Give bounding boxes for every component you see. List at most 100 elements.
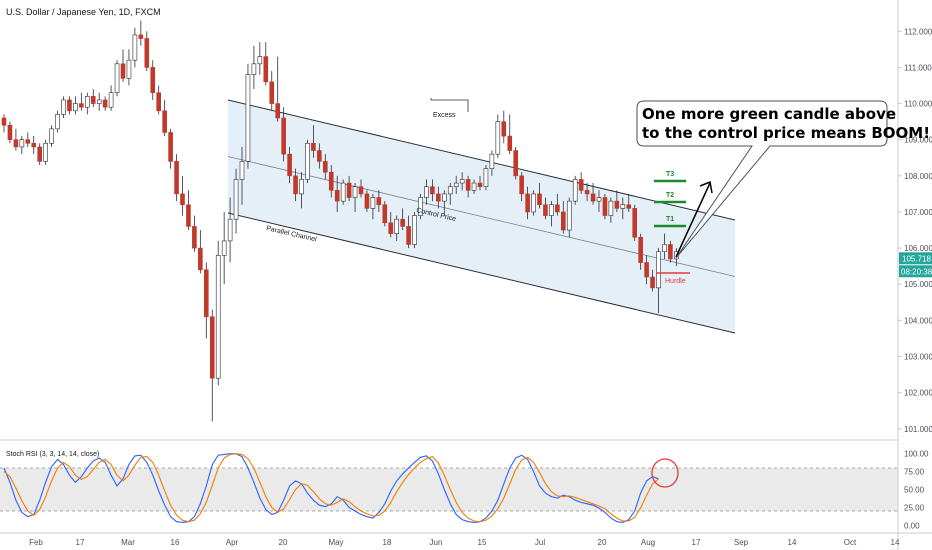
candle-down xyxy=(79,103,84,108)
candle-up xyxy=(257,56,263,65)
stoch-d-line xyxy=(3,453,659,523)
stoch-tick-label: 0.00 xyxy=(904,521,920,530)
candle-down xyxy=(150,67,156,94)
candle-down xyxy=(638,236,643,263)
candle-down xyxy=(644,262,649,278)
candle-up xyxy=(412,215,417,245)
callout-line-2: to the control price means BOOM! xyxy=(642,124,930,142)
candle-down xyxy=(543,204,548,216)
candle-down xyxy=(317,150,322,162)
candle-up xyxy=(418,197,423,216)
time-tick-label: 17 xyxy=(692,538,701,547)
candle-up xyxy=(233,179,239,220)
price-tick-label: 108.000 xyxy=(904,172,932,181)
candle-up xyxy=(126,59,132,79)
candle-down xyxy=(204,269,209,318)
callout-line-1: One more green candle above xyxy=(642,105,896,123)
candle-down xyxy=(311,143,316,151)
candle-down xyxy=(37,146,43,162)
candle-down xyxy=(334,189,340,202)
candle-up xyxy=(85,96,90,108)
callout-box xyxy=(636,100,888,259)
hurdle-label: Hurdle xyxy=(665,278,686,285)
stoch-highlight-circle xyxy=(651,458,679,488)
candle-up xyxy=(239,161,245,180)
candle-up xyxy=(441,193,447,202)
candle-down xyxy=(376,197,382,206)
target-t2-label: T2 xyxy=(666,192,674,199)
price-tick-label: 109.000 xyxy=(904,136,932,145)
time-tick-label: Sep xyxy=(734,538,749,547)
candle-down xyxy=(322,161,328,173)
candle-up xyxy=(215,255,221,379)
time-tick-label: Jul xyxy=(535,538,545,547)
candle-up xyxy=(489,153,495,169)
candle-down xyxy=(477,182,483,187)
candle-up xyxy=(132,34,138,61)
candle-up xyxy=(531,193,536,213)
price-tick-label: 110.000 xyxy=(904,100,932,109)
stoch-tick-label: 25.00 xyxy=(904,503,925,512)
candle-up xyxy=(251,63,257,75)
time-tick-label: Feb xyxy=(29,538,43,547)
time-tick-label: Jun xyxy=(430,538,443,547)
candle-up xyxy=(227,218,233,242)
price-tick-label: 101.000 xyxy=(904,425,932,434)
time-tick-label: 18 xyxy=(383,538,392,547)
price-tick-label: 112.000 xyxy=(904,27,932,36)
candle-down xyxy=(668,244,673,260)
stoch-k-line xyxy=(3,453,659,523)
candle-up xyxy=(108,92,114,108)
indicator-label[interactable]: Stoch RSI (3, 3, 14, 14, close) xyxy=(6,451,99,458)
candle-down xyxy=(346,182,352,198)
candle-down xyxy=(614,200,620,209)
stoch-band xyxy=(0,468,898,511)
time-axis-ticks: Feb 17 Mar 16 Apr 20 May 18 Jun 15 Jul 20 Aug 17 Sep 14… xyxy=(29,538,900,547)
candle-down xyxy=(293,175,298,195)
candle-down xyxy=(519,175,524,195)
candle-down xyxy=(209,316,215,379)
candle-up xyxy=(608,200,614,216)
candle-down xyxy=(13,139,19,148)
price-tick-label: 103.000 xyxy=(904,353,932,362)
candle-down xyxy=(364,193,370,209)
time-tick-label: Aug xyxy=(641,538,655,547)
price-tick-label: 107.000 xyxy=(904,208,932,217)
time-tick-label: Mar xyxy=(121,538,135,547)
candle-up xyxy=(61,99,66,115)
control-price-line xyxy=(227,156,736,277)
candle-down xyxy=(25,139,31,144)
time-tick-label: Oct xyxy=(844,538,857,547)
symbol-title[interactable]: U.S. Dollar / Japanese Yen, 1D, FXCM xyxy=(6,7,161,17)
candle-down xyxy=(406,226,411,245)
parallel-channel-drawing[interactable] xyxy=(227,99,736,334)
candle-down xyxy=(584,189,590,195)
last-price-label: 105.718 xyxy=(902,254,931,263)
candle-down xyxy=(31,143,37,148)
candle-down xyxy=(525,193,530,213)
candle-up xyxy=(245,74,251,162)
countdown-badge xyxy=(899,265,932,278)
candle-down xyxy=(102,99,108,108)
candle-down xyxy=(168,132,173,162)
last-price-badge xyxy=(899,252,932,265)
candle-up xyxy=(370,197,376,209)
price-tick-label: 111.000 xyxy=(904,63,932,72)
candle-up xyxy=(43,143,48,162)
excess-bracket xyxy=(430,98,469,112)
candle-up xyxy=(656,251,661,289)
time-tick-label: Apr xyxy=(226,538,239,547)
candle-up xyxy=(566,200,572,231)
candle-down xyxy=(156,92,161,112)
candle-down xyxy=(162,110,167,133)
candle-up xyxy=(305,143,310,180)
candle-down xyxy=(328,171,334,191)
candle-down xyxy=(578,179,584,191)
candle-up xyxy=(424,186,429,198)
candle-up xyxy=(549,204,554,216)
candle-down xyxy=(7,124,13,140)
candle-down xyxy=(269,81,275,104)
